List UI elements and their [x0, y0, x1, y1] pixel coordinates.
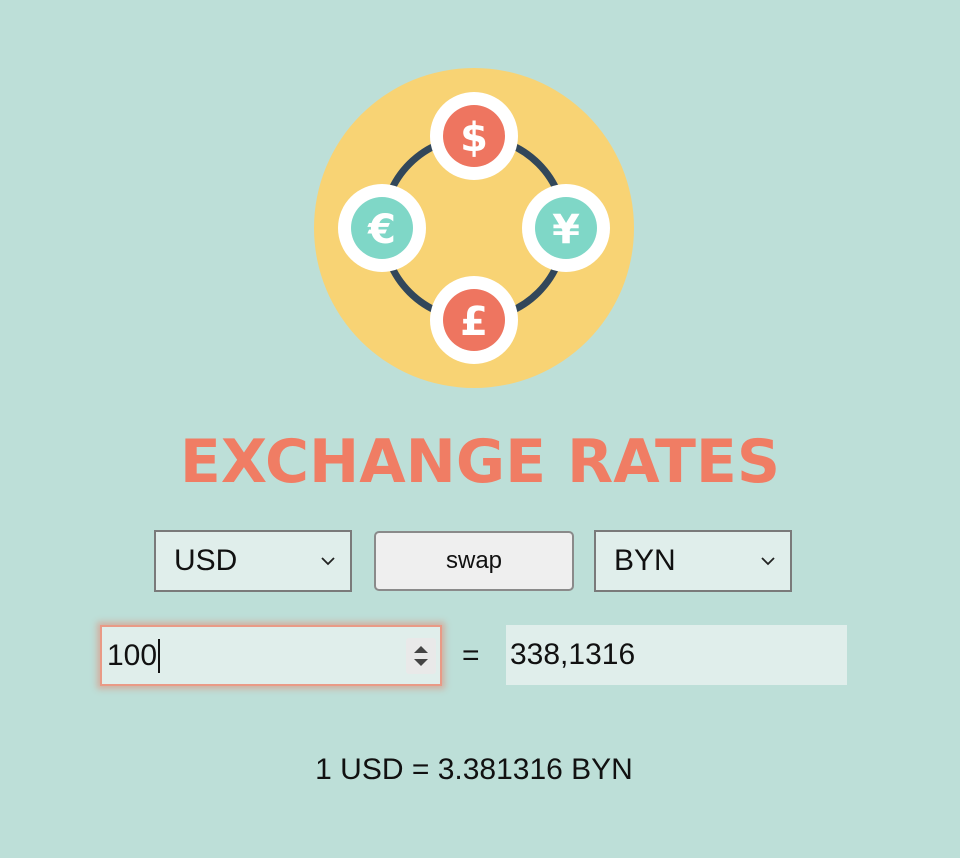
stepper-down-icon[interactable]	[414, 659, 428, 666]
svg-text:€: €	[367, 207, 396, 253]
dollar-coin-icon: $	[430, 92, 518, 180]
result-value: 338,1316	[510, 638, 636, 671]
chevron-down-icon	[761, 557, 775, 566]
swap-button[interactable]: swap	[374, 531, 574, 591]
currency-exchange-logo: $ € ¥ £	[314, 68, 634, 388]
from-currency-select[interactable]: USD	[154, 530, 352, 592]
svg-text:$: $	[460, 115, 488, 161]
exchange-rate-text: 1 USD = 3.381316 BYN	[315, 753, 633, 786]
from-currency-value: USD	[174, 544, 238, 577]
pound-coin-icon: £	[430, 276, 518, 364]
to-currency-value: BYN	[614, 544, 676, 577]
stepper-up-icon[interactable]	[414, 646, 428, 653]
page-title: EXCHANGE RATES	[179, 427, 781, 497]
number-stepper[interactable]	[406, 638, 436, 674]
to-currency-select[interactable]: BYN	[594, 530, 792, 592]
euro-coin-icon: €	[338, 184, 426, 272]
amount-value: 100	[107, 638, 158, 672]
text-caret	[158, 638, 161, 673]
yen-coin-icon: ¥	[522, 184, 610, 272]
result-field: 338,1316	[506, 625, 847, 685]
amount-input[interactable]: 100	[100, 625, 442, 686]
chevron-down-icon	[321, 557, 335, 566]
svg-text:¥: ¥	[552, 207, 580, 253]
svg-text:£: £	[460, 299, 488, 345]
equals-sign: =	[462, 639, 480, 672]
